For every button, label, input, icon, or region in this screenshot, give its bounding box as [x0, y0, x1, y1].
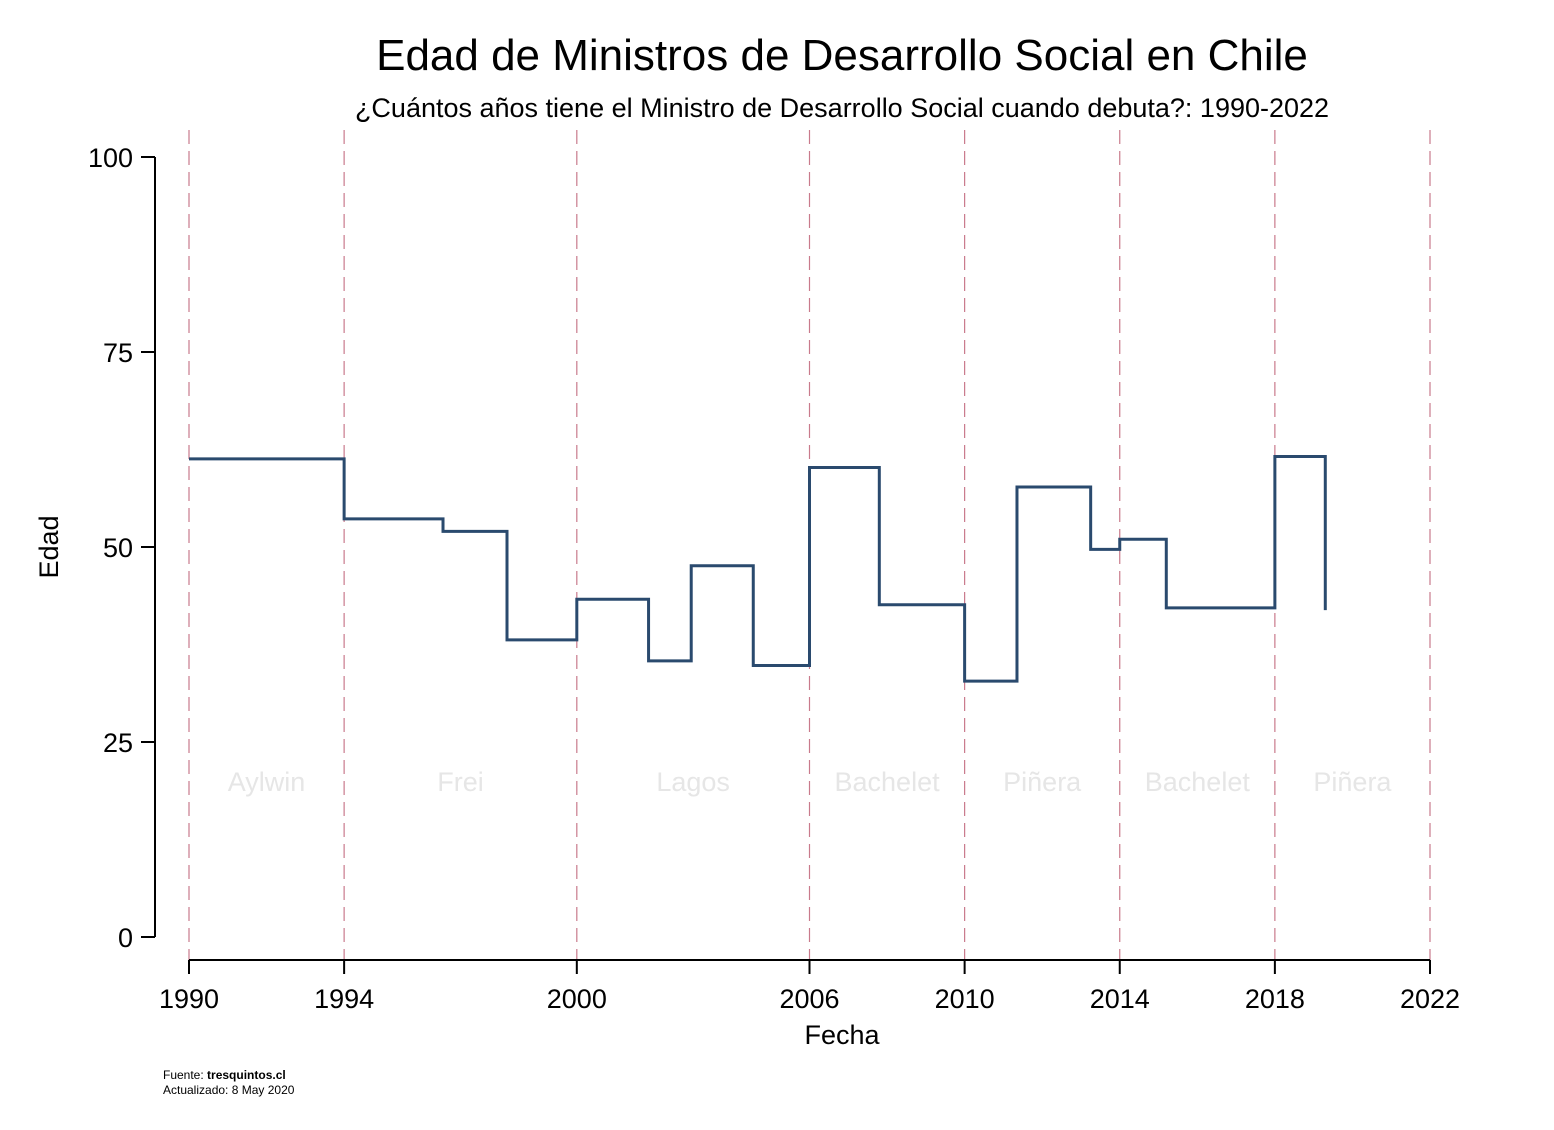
period-label: Frei [437, 767, 484, 797]
series-line [189, 455, 1327, 683]
y-tick-label: 0 [118, 923, 133, 953]
series [189, 455, 1327, 683]
x-axis-title: Fecha [804, 1020, 880, 1050]
y-tick-label: 100 [88, 143, 133, 173]
period-label: Lagos [656, 767, 730, 797]
x-axis: 1990 1994 2000 2006 2010 2014 2018 2022 [159, 959, 1460, 1014]
source-name: tresquintos.cl [207, 1068, 286, 1082]
y-axis-title: Edad [34, 515, 64, 578]
y-tick-label: 75 [103, 338, 133, 368]
period-labels: Aylwin Frei Lagos Bachelet Piñera Bachelet Piñ… [228, 767, 1393, 797]
y-axis: 0 25 50 75 100 [88, 143, 156, 953]
period-label: Piñera [1313, 767, 1392, 797]
x-tick-label: 1990 [159, 984, 219, 1014]
x-tick-label: 2018 [1245, 984, 1305, 1014]
chart-subtitle: ¿Cuántos años tiene el Ministro de Desar… [355, 93, 1329, 123]
x-tick-label: 2022 [1400, 984, 1460, 1014]
footer: Fuente: tresquintos.cl Actualizado: 8 Ma… [163, 1068, 294, 1098]
period-label: Bachelet [1145, 767, 1251, 797]
x-tick-label: 2000 [547, 984, 607, 1014]
source-line: Fuente: tresquintos.cl [163, 1068, 294, 1083]
x-tick-label: 2010 [935, 984, 995, 1014]
period-label: Bachelet [835, 767, 941, 797]
y-tick-label: 50 [103, 533, 133, 563]
x-tick-label: 2006 [779, 984, 839, 1014]
updated-line: Actualizado: 8 May 2020 [163, 1083, 295, 1097]
source-prefix: Fuente: [163, 1068, 208, 1082]
y-tick-label: 25 [103, 728, 133, 758]
x-tick-label: 2014 [1090, 984, 1150, 1014]
chart-title: Edad de Ministros de Desarrollo Social e… [376, 31, 1308, 80]
period-label: Piñera [1003, 767, 1082, 797]
period-label: Aylwin [228, 767, 306, 797]
period-lines [188, 130, 1431, 960]
x-tick-label: 1994 [314, 984, 374, 1014]
